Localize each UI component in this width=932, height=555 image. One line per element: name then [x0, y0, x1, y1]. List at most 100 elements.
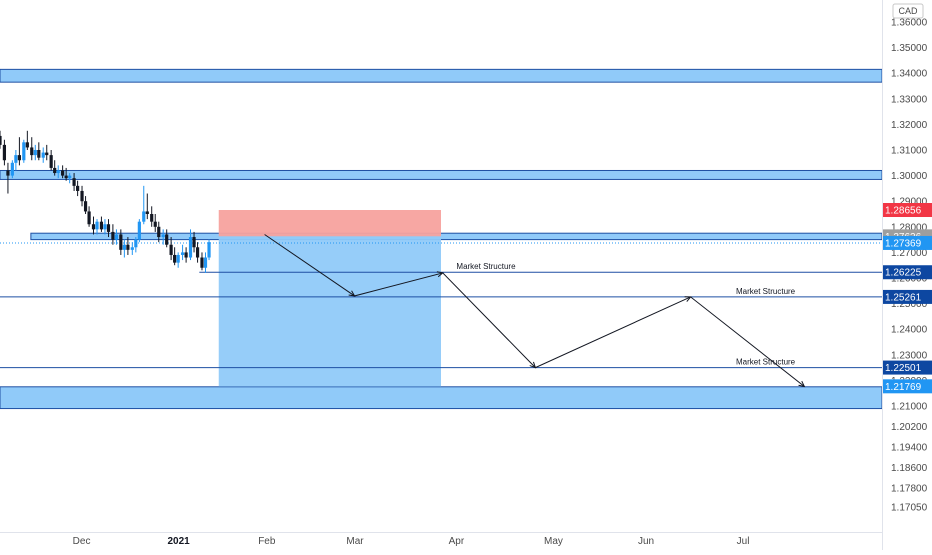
candle-body-30 — [114, 234, 119, 240]
price-tick-label-3: 1.33000 — [891, 94, 928, 105]
price-tick-label-9: 1.27000 — [891, 248, 928, 259]
candle-body-27 — [103, 224, 107, 230]
currency-badge[interactable]: CAD — [892, 3, 924, 19]
price-tick-label-4: 1.32000 — [891, 120, 928, 131]
candle-body-25 — [95, 221, 99, 230]
candle-body-36 — [137, 221, 141, 240]
candles — [0, 130, 211, 273]
candle-body-9 — [33, 150, 37, 156]
candle-body-16 — [61, 170, 65, 176]
candle-body-8 — [30, 147, 34, 156]
price-tag-label-4: 1.25261 — [885, 292, 922, 303]
candle-body-34 — [130, 247, 134, 250]
candle-body-10 — [37, 150, 41, 158]
candle-body-42 — [161, 234, 165, 238]
candle-body-43 — [165, 234, 169, 245]
price-tick-label-6: 1.30000 — [891, 171, 928, 182]
market-structure-label-1: Market Structure — [736, 287, 796, 296]
candle-body-7 — [25, 142, 29, 148]
candle-body-32 — [122, 244, 126, 250]
candle-body-2 — [6, 170, 10, 176]
candle-body-0 — [0, 135, 2, 145]
price-tick-label-13: 1.23000 — [891, 350, 928, 361]
candle-body-24 — [91, 224, 96, 230]
candle-body-35 — [134, 239, 138, 248]
candle-body-49 — [188, 237, 193, 258]
price-tag-0 — [883, 203, 932, 218]
price-tick-label-11: 1.25000 — [891, 299, 928, 310]
price-tick-label-0: 1.36000 — [891, 18, 928, 29]
candle-body-48 — [184, 252, 188, 258]
annotations: Market Structure Market Structure Market S… — [456, 262, 795, 366]
candle-body-18 — [68, 175, 72, 179]
time-tick-label-2: Feb — [258, 536, 276, 547]
candle-body-4 — [14, 155, 18, 163]
candle-body-52 — [200, 257, 204, 268]
candle-body-13 — [49, 155, 53, 168]
price-tick-label-19: 1.17800 — [891, 483, 928, 494]
candle-body-31 — [119, 234, 123, 250]
candle-body-26 — [99, 221, 104, 230]
price-tag-3 — [883, 265, 932, 280]
zone-0 — [0, 68, 883, 83]
time-tick-label-0: Dec — [73, 536, 91, 547]
price-tick-label-20: 1.17050 — [891, 503, 928, 514]
price-tag-label-0: 1.28656 — [885, 206, 922, 217]
candle-body-41 — [157, 226, 161, 238]
horizontal-lines — [0, 242, 882, 369]
candle-body-5 — [17, 155, 22, 161]
currency-badge-box[interactable] — [892, 3, 924, 19]
candle-body-17 — [64, 175, 68, 179]
support-resistance-zones — [0, 68, 883, 410]
price-tick-label-16: 1.20200 — [891, 422, 928, 433]
candle-body-11 — [41, 152, 45, 158]
stop-loss-zone[interactable] — [218, 210, 441, 237]
candle-body-21 — [80, 190, 84, 202]
candle-body-45 — [173, 254, 177, 263]
short-position-tool[interactable] — [218, 210, 441, 387]
projection-polyline — [264, 234, 805, 387]
projection-arrowhead-3 — [684, 296, 692, 302]
candle-body-12 — [45, 152, 49, 156]
time-tick-label-4: Apr — [449, 536, 465, 547]
price-tag-4 — [883, 289, 932, 304]
time-tick-label-7: Jul — [737, 536, 750, 547]
price-tick-label-12: 1.24000 — [891, 325, 928, 336]
market-structure-label-0: Market Structure — [456, 262, 516, 271]
candle-body-38 — [145, 211, 149, 214]
candle-body-44 — [169, 244, 173, 255]
candle-body-23 — [87, 211, 91, 225]
projection-path — [264, 234, 806, 388]
candle-body-22 — [83, 201, 88, 212]
time-tick-label-3: Mar — [346, 536, 364, 547]
price-tag-6 — [883, 379, 932, 394]
zone-3 — [0, 386, 883, 410]
candle-body-40 — [153, 221, 157, 227]
price-tick-label-15: 1.21000 — [891, 402, 928, 413]
candle-body-39 — [150, 214, 154, 222]
projection-arrowhead-1 — [436, 271, 444, 278]
time-axis[interactable]: Dec 2021 Feb Mar Apr May Jun Jul — [0, 532, 882, 550]
projection-arrowhead-0 — [348, 290, 356, 297]
price-tag-label-3: 1.26225 — [885, 268, 922, 279]
price-tick-label-2: 1.34000 — [891, 69, 928, 80]
candle-body-50 — [192, 237, 196, 248]
candle-body-1 — [2, 144, 7, 161]
price-tick-label-18: 1.18600 — [891, 463, 928, 474]
candle-body-33 — [126, 244, 130, 250]
time-axis-background — [0, 532, 882, 550]
price-tags: 1.286561.276261.273691.262251.252611.225… — [883, 203, 932, 394]
price-tag-5 — [883, 360, 932, 375]
price-tick-label-5: 1.31000 — [891, 146, 928, 157]
candle-body-14 — [53, 167, 57, 174]
candle-body-29 — [111, 231, 115, 240]
take-profit-zone[interactable] — [218, 236, 441, 387]
candle-body-15 — [56, 170, 60, 174]
candle-body-37 — [142, 211, 146, 222]
candle-body-19 — [72, 178, 76, 186]
market-structure-label-2: Market Structure — [736, 358, 796, 367]
candle-body-51 — [195, 247, 200, 258]
